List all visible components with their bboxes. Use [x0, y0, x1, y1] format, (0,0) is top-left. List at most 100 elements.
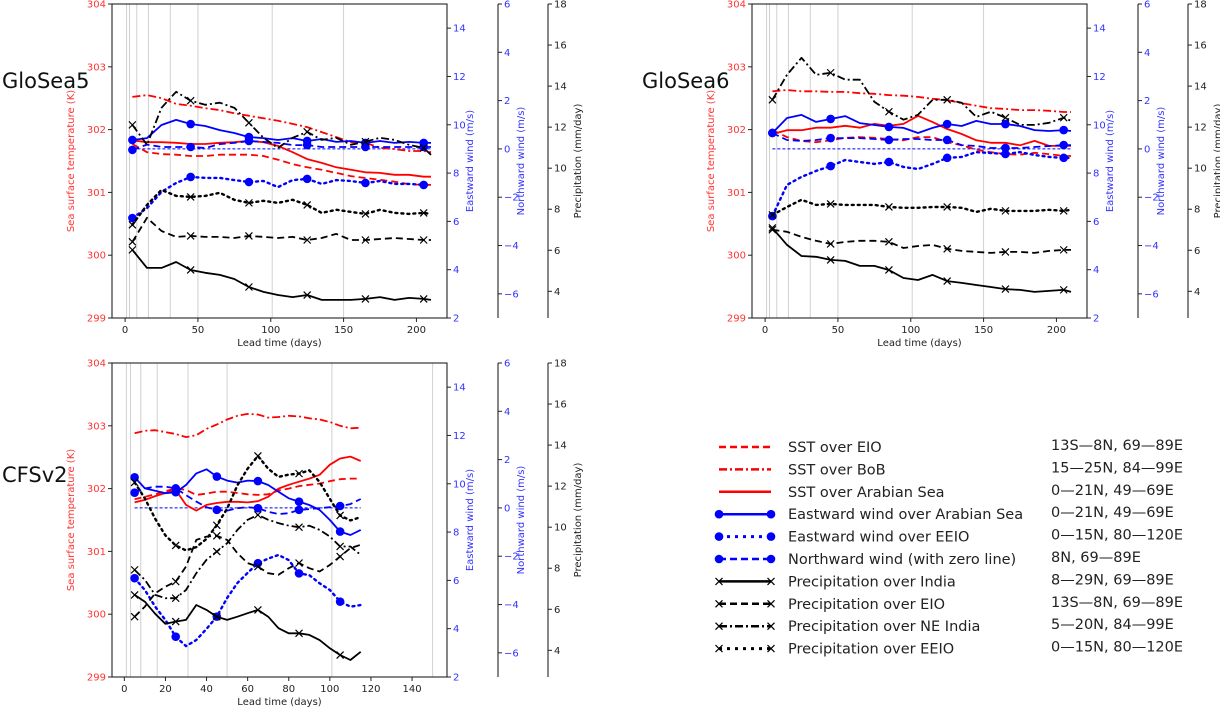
x-tick-label: 150: [334, 325, 353, 336]
precipitation-tick-label: 8: [1194, 205, 1200, 216]
series-marker-ewind-arabian: [1059, 125, 1068, 135]
series-marker-precip-eeio: [253, 452, 262, 460]
plot-area: [130, 413, 362, 661]
series-marker-ewind-eeio: [335, 597, 345, 606]
eastward-wind-axis-label: Eastward wind (m/s): [465, 110, 476, 212]
sst-tick-label: 304: [87, 359, 106, 370]
series-marker-precip-india: [186, 266, 195, 274]
series-marker-precip-india: [419, 294, 428, 303]
series-marker-precip-india: [943, 277, 952, 285]
series-line-precip-eio: [133, 534, 361, 618]
series-marker-precip-india: [336, 651, 345, 659]
series-marker-ewind-arabian: [884, 122, 894, 132]
series-marker-nwind: [1001, 143, 1010, 153]
series-marker-precip-india: [128, 245, 137, 254]
precipitation-tick-label: 6: [1194, 246, 1200, 257]
series-marker-precip-eeio: [884, 203, 893, 211]
x-tick-label: 50: [832, 325, 845, 336]
series-line-sst-eio: [134, 477, 361, 501]
precipitation-tick-label: 4: [554, 287, 560, 298]
series-marker-precip-eio: [244, 231, 253, 240]
northward-wind-axis-label: Northward wind (m/s): [516, 466, 527, 575]
legend-region: 13S—8N, 69—89E: [1051, 438, 1183, 454]
series-marker-precip-neindia: [419, 143, 428, 152]
northward-wind-tick-label: 4: [1144, 48, 1150, 59]
northward-wind-tick-label: −6: [504, 289, 519, 300]
series-marker-ewind-arabian: [186, 119, 195, 129]
legend-marker: [715, 599, 723, 608]
series-marker-precip-eio: [128, 237, 137, 246]
series-marker-precip-eeio: [943, 203, 952, 211]
series-marker-precip-eeio: [186, 192, 195, 201]
northward-wind-tick-label: −2: [1144, 193, 1159, 204]
legend-label: SST over EIO: [788, 440, 882, 456]
northward-wind-tick-label: 0: [1144, 144, 1150, 155]
series-marker-precip-india: [295, 629, 303, 638]
series-line-precip-eio: [131, 216, 431, 243]
x-tick-label: 200: [1047, 325, 1066, 336]
series-marker-ewind-eeio: [884, 157, 894, 167]
legend-label: SST over BoB: [788, 462, 886, 478]
eastward-wind-tick-label: 10: [453, 120, 466, 131]
x-axis-label: Lead time (days): [877, 338, 961, 349]
series-marker-nwind: [302, 140, 312, 150]
x-tick-label: 20: [159, 684, 172, 695]
legend-entry-precip-india: Precipitation over India 8—29N, 69—89E: [715, 572, 1174, 590]
series-marker-precip-eeio: [768, 211, 777, 219]
sst-axis-label: Sea surface temperature (K): [66, 90, 77, 232]
series-marker-ewind-eeio: [419, 180, 428, 190]
series-marker-precip-eeio: [171, 541, 180, 550]
legend-label: Precipitation over EIO: [788, 597, 945, 613]
precipitation-tick-label: 6: [554, 605, 560, 616]
x-axis-label: Lead time (days): [237, 338, 321, 349]
series-marker-ewind-eeio: [253, 558, 263, 568]
series-marker-precip-neindia: [244, 118, 253, 127]
series-marker-nwind: [884, 135, 894, 145]
series-marker-nwind: [826, 133, 835, 143]
northward-wind-tick-label: 2: [504, 96, 510, 107]
series-marker-precip-india: [130, 590, 139, 599]
series-marker-precip-eio: [1059, 245, 1068, 254]
sst-tick-label: 302: [727, 125, 746, 136]
legend-label: Eastward wind over EEIO: [788, 530, 969, 546]
precipitation-tick-label: 8: [554, 564, 560, 575]
eastward-wind-tick-label: 6: [453, 217, 459, 228]
legend-marker: [714, 509, 724, 519]
series-marker-precip-india: [1001, 285, 1010, 293]
eastward-wind-tick-label: 6: [453, 576, 459, 587]
series-marker-precip-eeio: [212, 521, 221, 530]
series-marker-nwind: [186, 142, 195, 152]
series-marker-precip-eio: [768, 225, 777, 234]
series-marker-nwind: [361, 142, 370, 152]
northward-wind-tick-label: −2: [504, 193, 519, 204]
eastward-wind-axis-label: Eastward wind (m/s): [1105, 110, 1116, 212]
series-marker-nwind: [942, 135, 952, 145]
series-marker-precip-neindia: [186, 96, 195, 105]
x-tick-label: 100: [261, 325, 280, 336]
series-marker-ewind-eeio: [244, 177, 254, 187]
x-tick-label: 0: [121, 684, 127, 695]
series-line-ewind-eeio: [131, 175, 433, 220]
x-tick-label: 140: [403, 684, 422, 695]
legend-entry-precip-eeio: Precipitation over EEIO 0—15N, 80—120E: [715, 640, 1183, 658]
series-marker-precip-neindia: [361, 137, 370, 146]
series-marker-nwind: [1059, 140, 1068, 150]
series-marker-precip-neindia: [128, 120, 137, 129]
northward-wind-tick-label: 4: [504, 407, 510, 418]
series-marker-ewind-eeio: [1001, 149, 1010, 159]
series-marker-ewind-eeio: [186, 172, 195, 182]
eastward-wind-tick-label: 10: [1093, 120, 1106, 131]
legend-marker: [767, 577, 775, 586]
x-tick-label: 80: [282, 684, 295, 695]
x-tick-label: 50: [192, 325, 205, 336]
eastward-wind-tick-label: 4: [453, 265, 459, 276]
legend-marker: [715, 577, 723, 586]
sst-tick-label: 299: [87, 314, 106, 325]
series-marker-precip-india: [171, 617, 180, 626]
precipitation-tick-label: 18: [554, 0, 567, 11]
series-marker-ewind-eeio: [361, 178, 370, 188]
series-marker-precip-eio: [295, 559, 303, 568]
series-line-ewind-arabian: [132, 119, 431, 144]
